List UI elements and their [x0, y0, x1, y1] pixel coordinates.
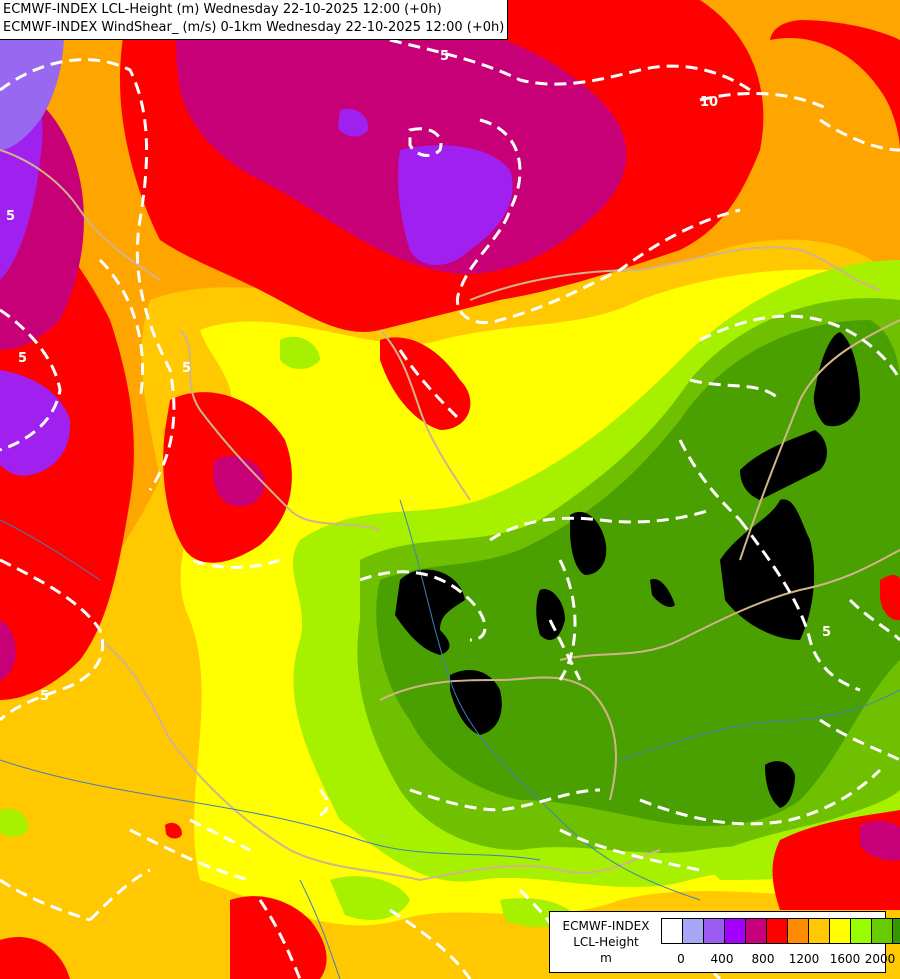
legend-swatch	[766, 918, 788, 944]
black-region	[570, 511, 607, 575]
legend-swatch	[871, 918, 893, 944]
legend-swatch	[829, 918, 851, 944]
black-region	[450, 670, 502, 735]
purple-region	[0, 370, 71, 476]
legend-unit: m	[600, 951, 612, 965]
header-line-windshear: ECMWF-INDEX WindShear_ (m/s) 0-1km Wedne…	[3, 20, 505, 35]
black-region	[813, 332, 860, 427]
lime-region	[330, 876, 410, 920]
header-line-lcl: ECMWF-INDEX LCL-Height (m) Wednesday 22-…	[3, 2, 442, 17]
legend-swatch	[661, 918, 683, 944]
lime-region	[280, 336, 320, 369]
gold-region	[25, 712, 172, 820]
legend-swatch	[724, 918, 746, 944]
contour-label: 5	[440, 49, 449, 64]
map-header: ECMWF-INDEX LCL-Height (m) Wednesday 22-…	[0, 0, 509, 40]
magenta-region	[0, 620, 16, 680]
lime-region	[0, 808, 29, 837]
legend-swatch	[808, 918, 830, 944]
contour-label: 5	[6, 209, 15, 224]
legend-tick: 1600	[829, 952, 861, 966]
contour-label: 5	[40, 689, 49, 704]
legend-parameter: LCL-Height	[573, 935, 639, 949]
purple-region	[338, 108, 369, 137]
magenta-region	[860, 820, 900, 861]
legend-swatch	[682, 918, 704, 944]
legend-swatch	[703, 918, 725, 944]
contour-label: 10	[700, 95, 718, 110]
color-legend: ECMWF-INDEX LCL-Height m 0 400 800 1200 …	[549, 911, 900, 973]
black-region	[720, 499, 815, 640]
contour-labels: 5 5 5 5 5 10 5	[6, 49, 831, 704]
legend-model: ECMWF-INDEX	[562, 919, 650, 933]
red-region	[770, 20, 900, 150]
legend-swatch	[745, 918, 767, 944]
legend-tick: 1200	[788, 952, 820, 966]
black-region	[740, 430, 827, 500]
red-region	[230, 896, 327, 979]
legend-swatches	[661, 918, 900, 944]
country-borders	[0, 149, 900, 881]
rivers	[0, 499, 900, 979]
black-region	[395, 569, 465, 655]
magenta-region	[213, 456, 265, 507]
dark-green-region	[376, 320, 900, 826]
contour-label: 5	[822, 625, 831, 640]
magenta-region	[176, 5, 627, 274]
contour-label: 5	[182, 361, 191, 376]
wind-shear-contours	[0, 38, 900, 979]
legend-tick: 800	[751, 952, 775, 966]
legend-tick: 2000	[864, 952, 896, 966]
legend-label: ECMWF-INDEX LCL-Height m	[556, 918, 656, 966]
legend-swatch	[850, 918, 872, 944]
black-region	[765, 761, 795, 808]
red-region	[0, 936, 70, 979]
black-region	[650, 579, 675, 607]
purple-region	[398, 145, 513, 265]
legend-swatch	[892, 918, 900, 944]
legend-tick: 400	[710, 952, 734, 966]
red-region	[165, 822, 182, 839]
black-region	[536, 589, 565, 640]
legend-tick: 0	[677, 952, 685, 966]
red-region	[880, 575, 900, 621]
contour-label: 5	[18, 351, 27, 366]
legend-swatch	[787, 918, 809, 944]
